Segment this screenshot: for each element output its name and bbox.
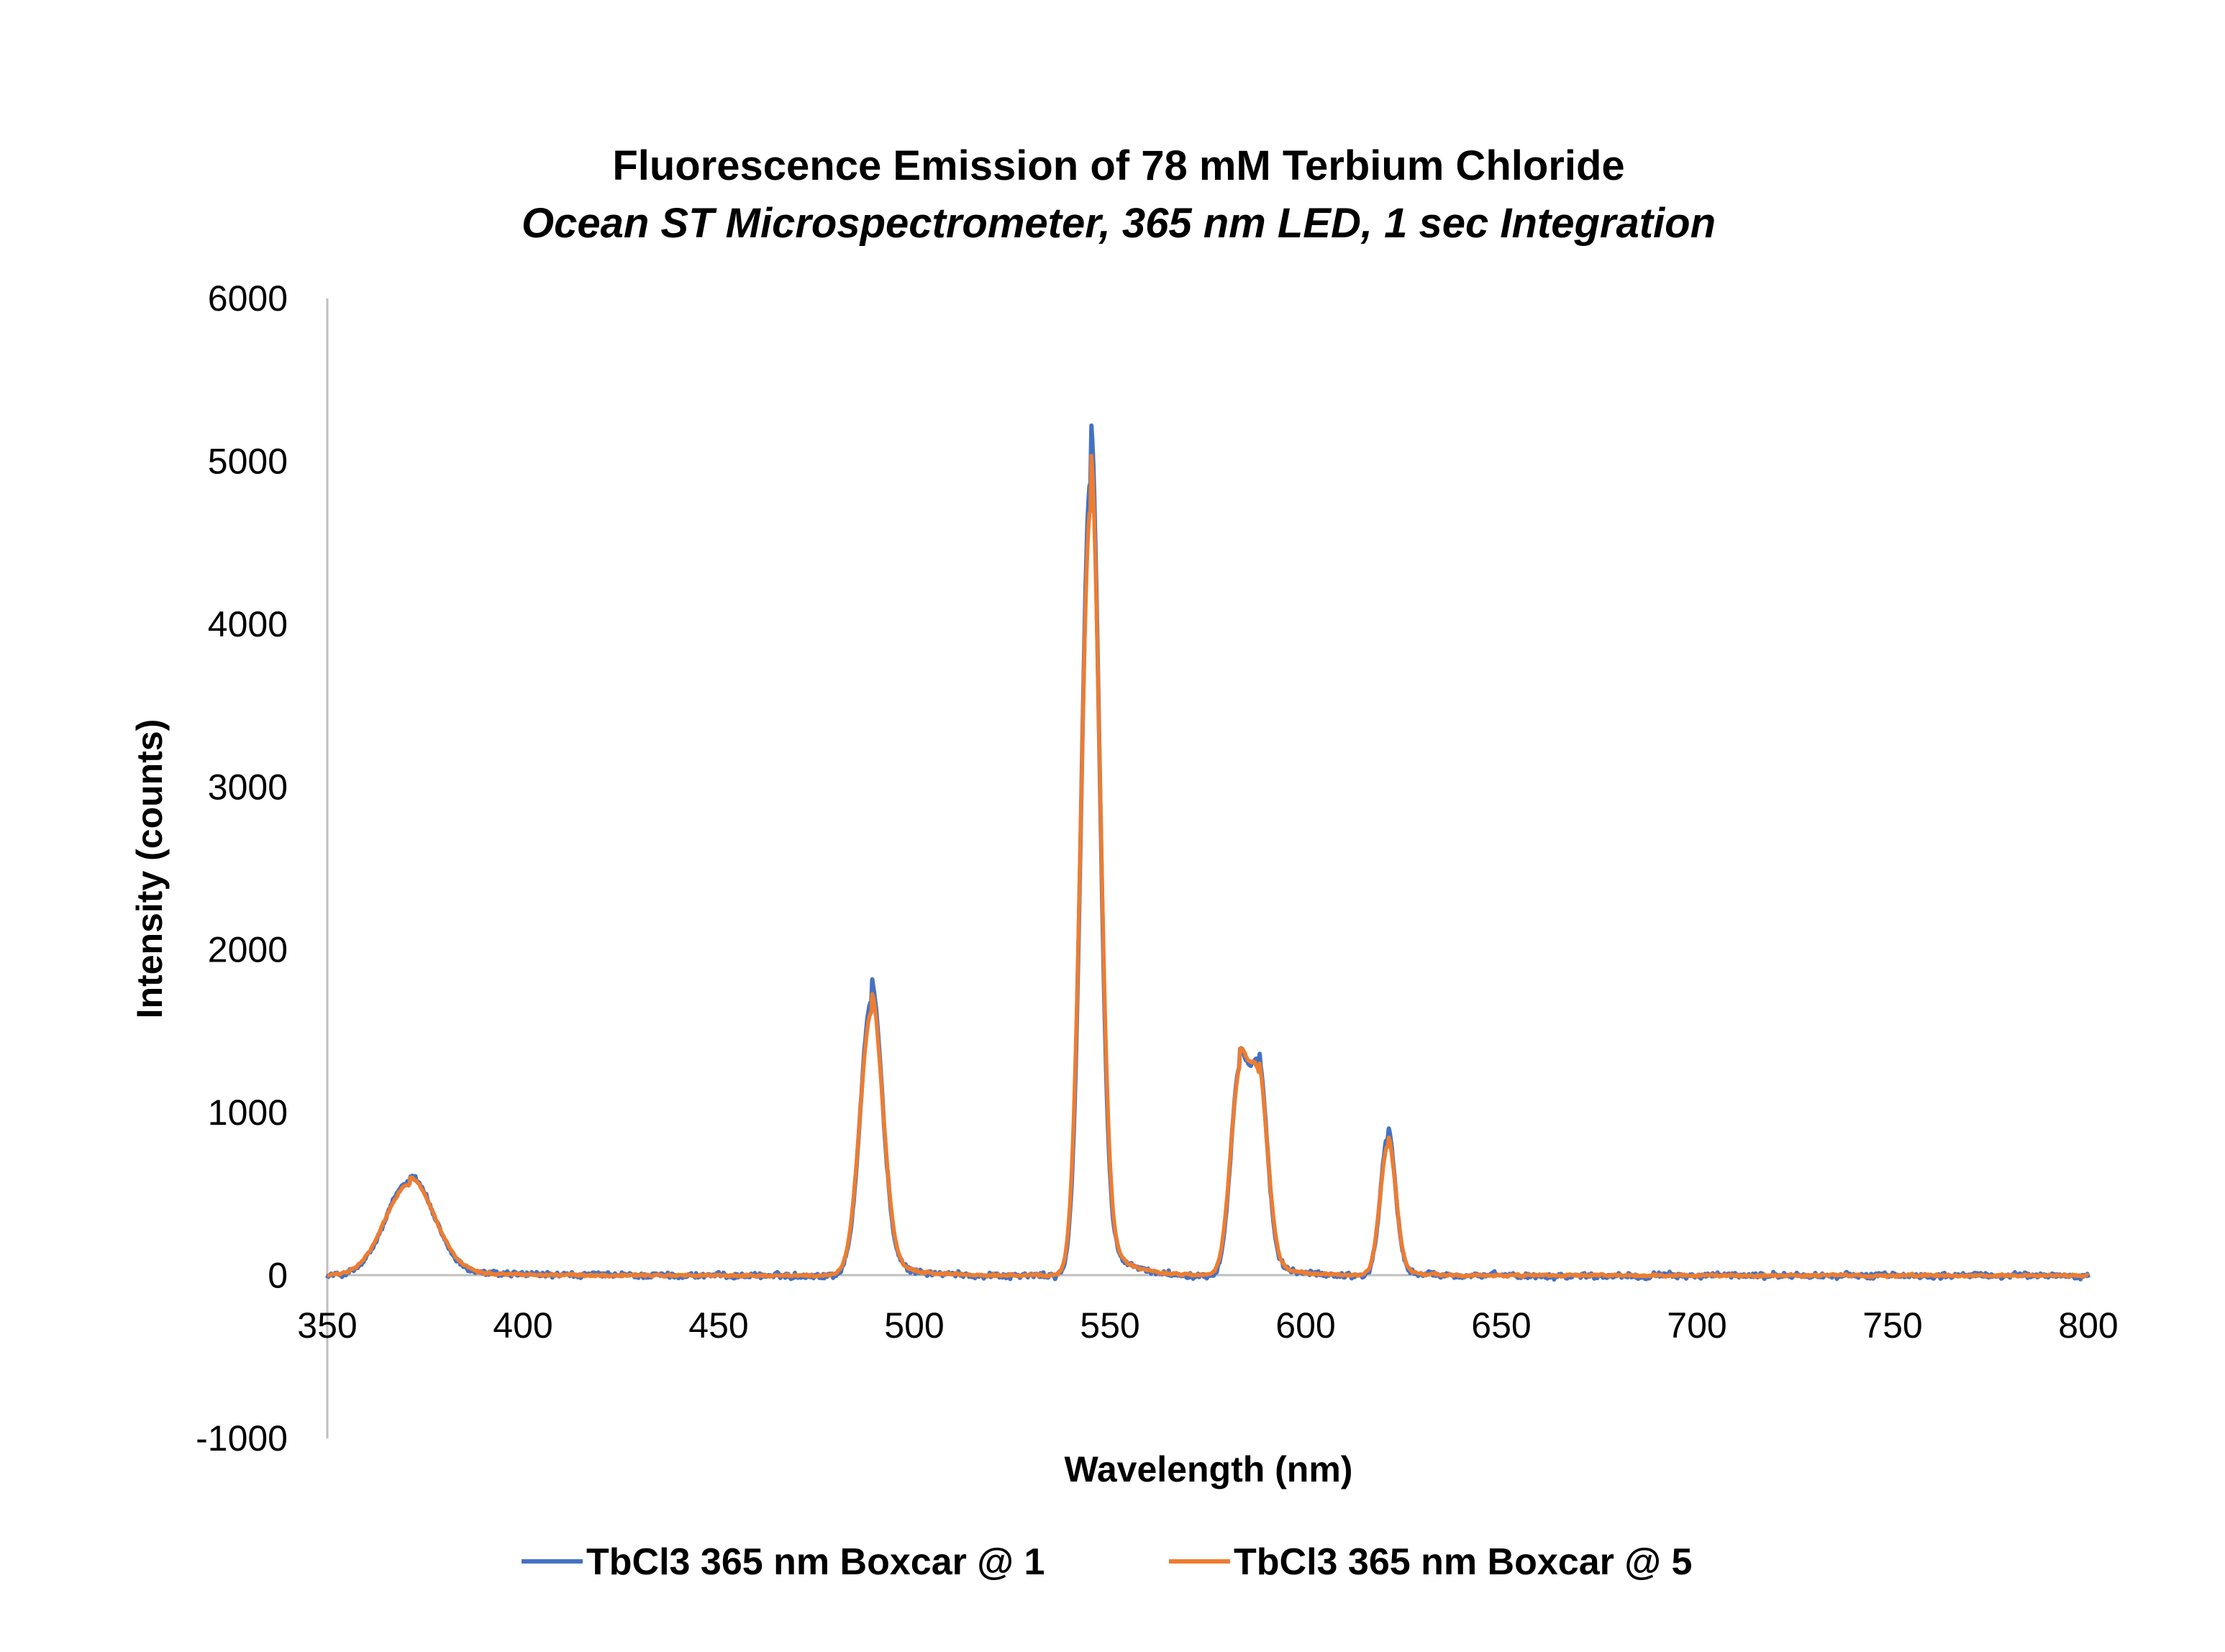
legend: TbCl3 365 nm Boxcar @ 1 TbCl3 365 nm Box… [522,1541,1692,1583]
y-tick-label: 0 [268,1256,288,1296]
chart-title: Fluorescence Emission of 78 mM Terbium C… [612,142,1624,189]
y-tick-label: 3000 [208,767,288,807]
x-tick-label: 600 [1275,1305,1335,1346]
y-tick-label: 2000 [208,930,288,970]
x-tick-label: 500 [884,1305,944,1346]
legend-label-series-1: TbCl3 365 nm Boxcar @ 1 [586,1541,1045,1583]
x-tick-label: 750 [1862,1305,1922,1346]
x-tick-label: 550 [1080,1305,1139,1346]
y-tick-label: 5000 [208,441,288,481]
x-tick-label: 650 [1471,1305,1531,1346]
y-tick-label: 6000 [208,278,288,319]
legend-label-series-2: TbCl3 365 nm Boxcar @ 5 [1234,1541,1692,1583]
x-tick-label: 800 [2058,1305,2118,1346]
y-tick-label: 1000 [208,1092,288,1133]
x-tick-label: 700 [1667,1305,1726,1346]
x-tick-label: 450 [688,1305,748,1346]
series-layer [325,423,2090,1282]
y-axis-title: Intensity (counts) [129,719,170,1019]
x-tick-label: 350 [297,1305,357,1346]
series-line-1 [325,423,2090,1282]
y-tick-labels: -1000 0 1000 2000 3000 4000 5000 6000 [196,278,288,1459]
chart-subtitle: Ocean ST Microspectrometer, 365 nm LED, … [522,200,1716,247]
y-tick-label: 4000 [208,604,288,644]
y-tick-label: -1000 [196,1418,288,1459]
x-axis-title: Wavelength (nm) [1065,1449,1353,1489]
series-line-2 [326,453,2090,1279]
x-tick-label: 400 [493,1305,552,1346]
x-tick-labels: 350 400 450 500 550 600 650 700 750 800 [297,1305,2118,1346]
